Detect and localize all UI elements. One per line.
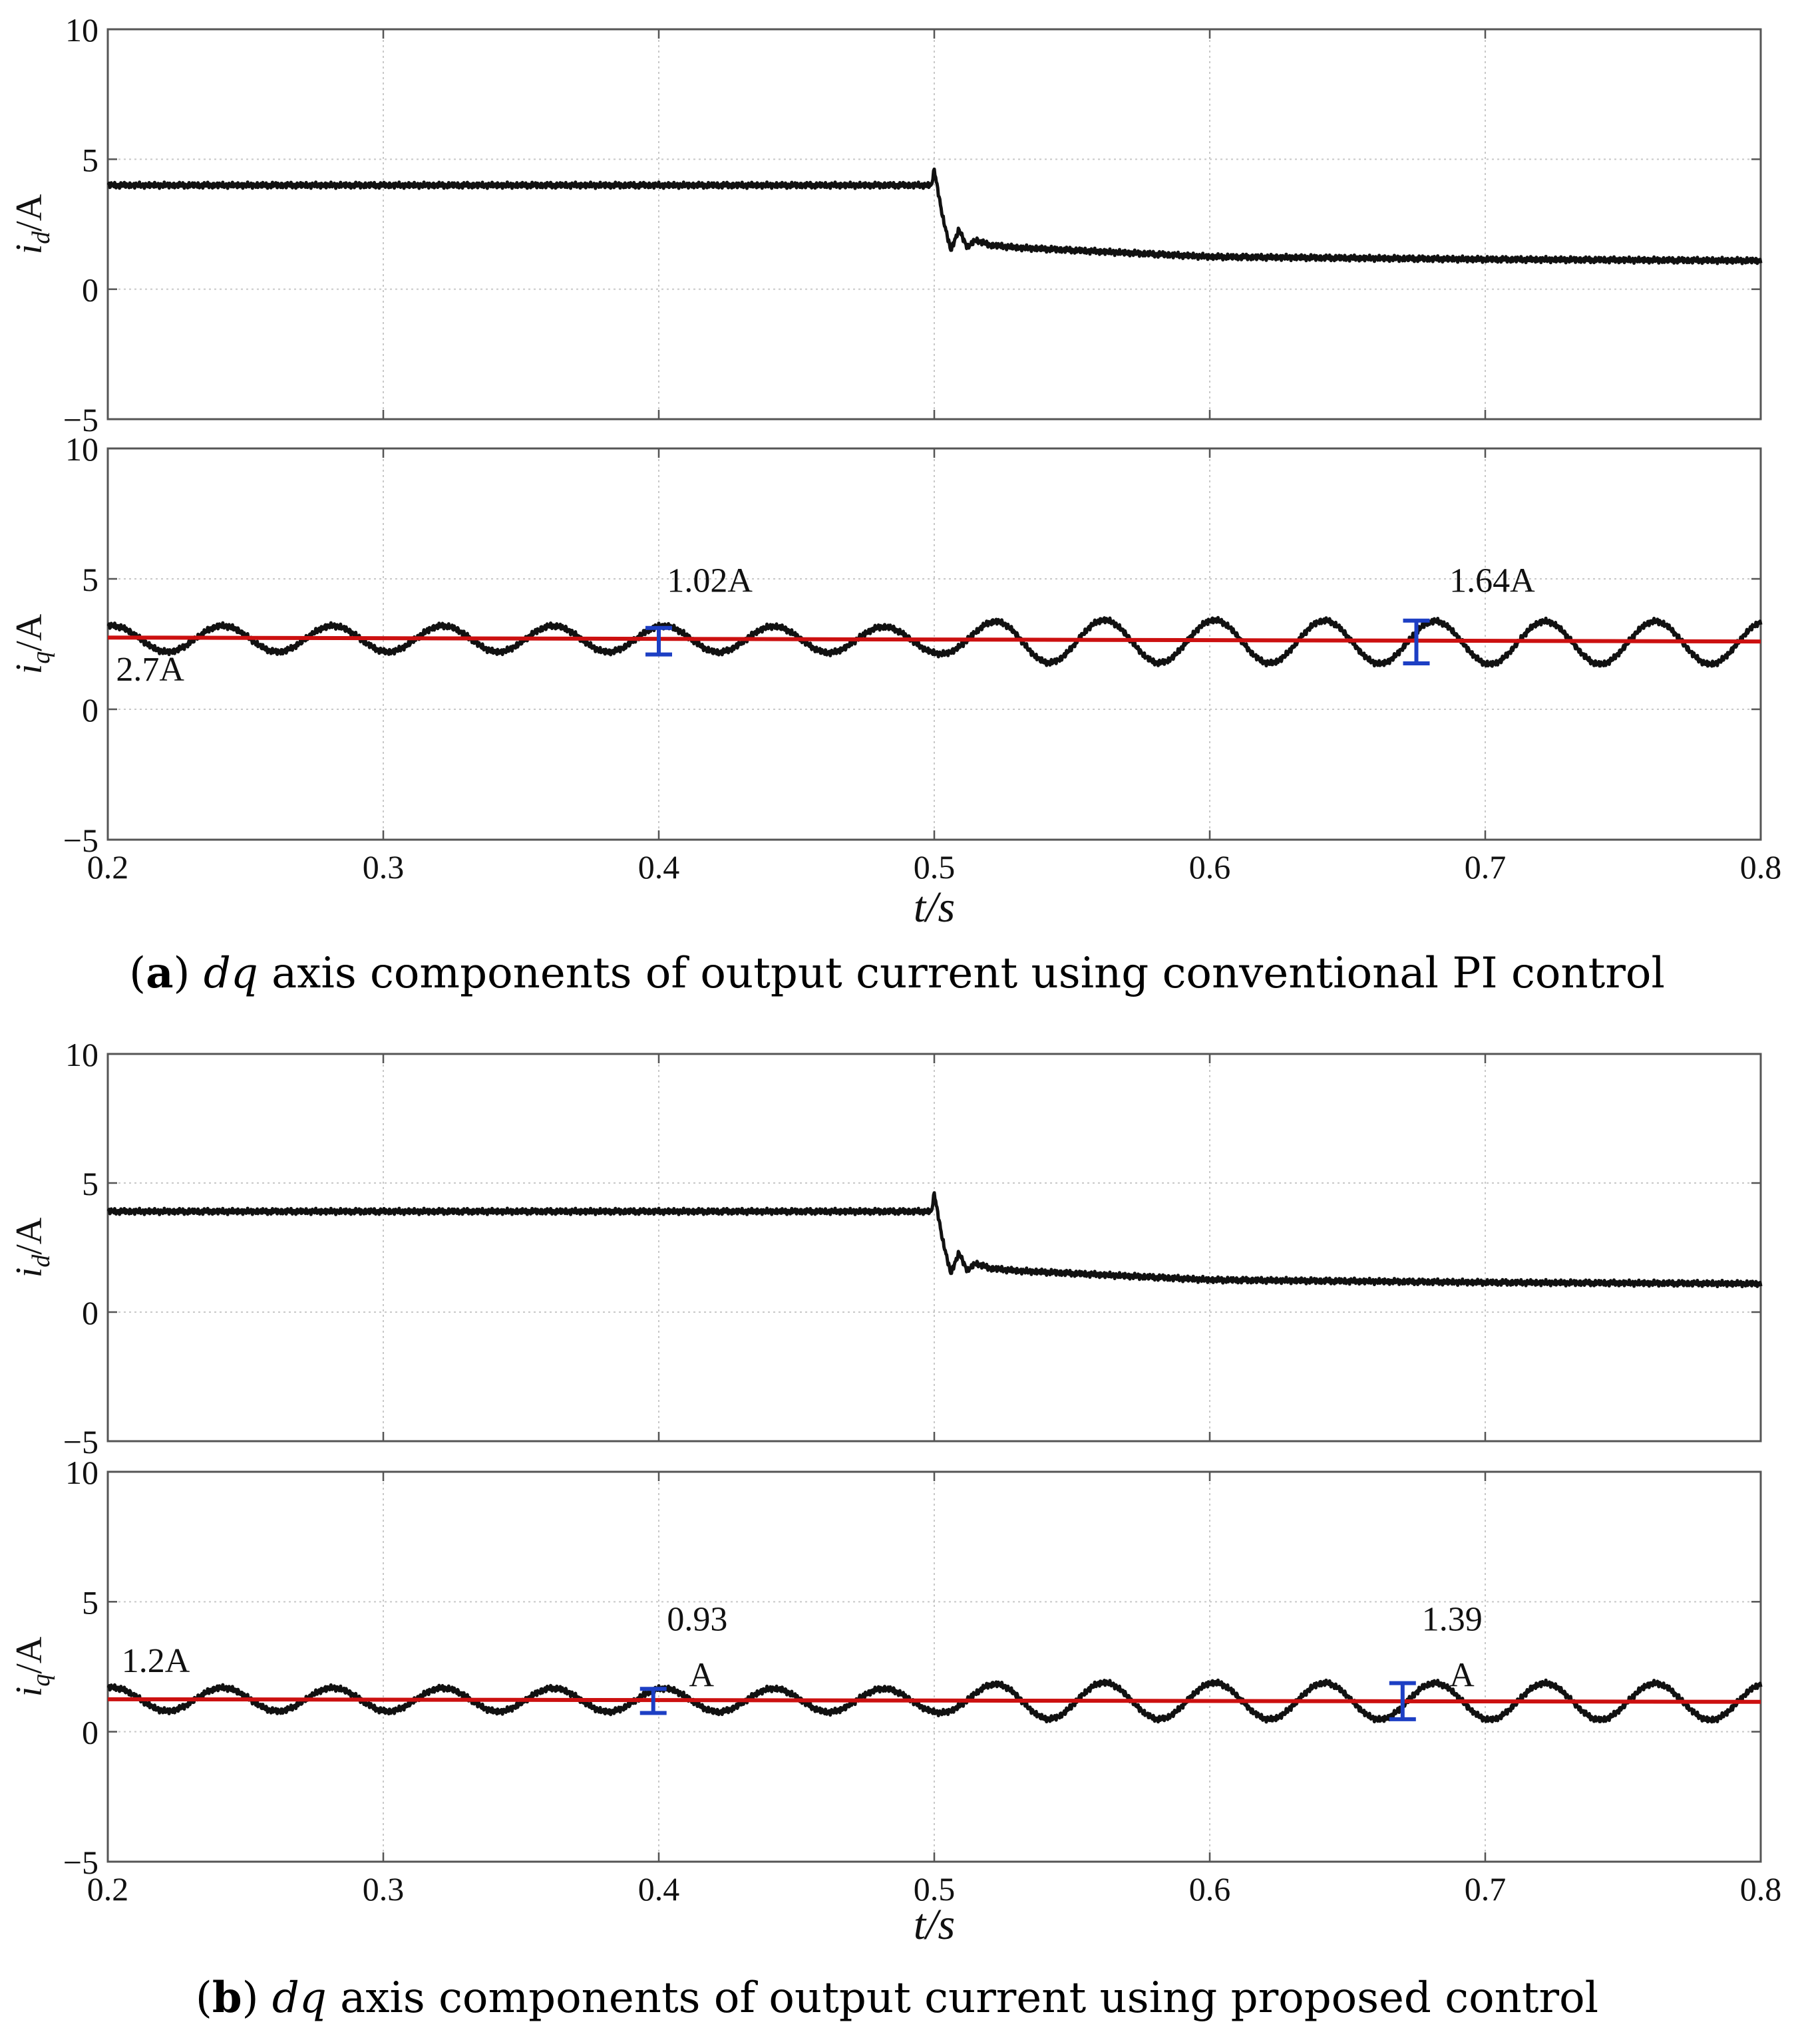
x-axis-label: t/s: [914, 1900, 955, 1949]
x-tick-label: 0.4: [638, 848, 680, 886]
y-tick-label: 5: [82, 1584, 98, 1621]
caption-b-open: (: [195, 1973, 212, 2023]
chart-a-id: −5 0 5 10 id/A: [9, 11, 1763, 438]
series-line-id: [106, 167, 1763, 265]
x-tick-label: 0.8: [1740, 848, 1782, 886]
y-tick-label: 10: [65, 1036, 98, 1073]
y-tick-label: −5: [63, 401, 98, 438]
chart-a-iq: −5 0 5 10 0.2 0.3 0.4 0.5 0.6 0.7 0.8 t/s iq/A 1.02A 1…: [9, 430, 1781, 932]
caption-a-dq: dq: [203, 949, 258, 998]
y-tick-label: 10: [65, 11, 98, 49]
x-tick-label: 0.8: [1740, 1870, 1782, 1908]
x-tick-label: 0.6: [1189, 848, 1231, 886]
series-line-mean: [107, 1697, 1761, 1704]
annotation-label: 2.7A: [116, 651, 184, 689]
y-axis-label-sub: d: [27, 231, 55, 244]
series-line-iq: [106, 615, 1763, 668]
y-tick-label: 0: [82, 1714, 98, 1751]
x-tick-label: 0.2: [87, 848, 129, 886]
annotation-label: 1.39: [1422, 1600, 1483, 1638]
annotation-label-unit: A: [689, 1656, 715, 1694]
caption-b: (b) dq axis components of output current…: [0, 1973, 1794, 2023]
y-axis-label-sub: q: [27, 651, 55, 664]
y-axis-label: iq/A: [9, 1636, 55, 1697]
y-tick-label: −5: [63, 1423, 98, 1460]
y-axis-label-sub: d: [27, 1254, 55, 1268]
y-axis-label-unit: /A: [9, 1217, 50, 1255]
caption-b-dq: dq: [271, 1973, 327, 2023]
x-axis-label: t/s: [914, 883, 955, 932]
caption-a-close: ): [173, 949, 190, 998]
caption-b-close: ): [242, 1973, 259, 2023]
y-axis-label-unit: /A: [9, 613, 50, 651]
y-tick-label: 10: [65, 1454, 98, 1491]
x-tick-label: 0.5: [914, 848, 956, 886]
chart-b-iq: −5 0 5 10 0.2 0.3 0.4 0.5 0.6 0.7 0.8 t/s iq/A 0.93 A 1…: [9, 1454, 1781, 1949]
x-tick-label: 0.3: [363, 848, 405, 886]
y-axis-label-sub: q: [27, 1674, 55, 1687]
annotation-label: 1.64A: [1449, 562, 1535, 600]
y-tick-label: 5: [82, 141, 98, 178]
caption-a-open: (: [129, 949, 146, 998]
caption-a-text: axis components of output current using …: [258, 949, 1665, 998]
annotation-label: 1.2A: [122, 1642, 190, 1680]
y-axis-label: id/A: [9, 1217, 55, 1278]
caption-b-letter: b: [212, 1973, 242, 2023]
y-tick-label: 5: [82, 1165, 98, 1202]
y-tick-label: 0: [82, 1294, 98, 1331]
x-tick-label: 0.7: [1465, 1870, 1507, 1908]
annotation-label: 0.93: [667, 1600, 727, 1638]
y-axis-label: iq/A: [9, 613, 55, 674]
chart-b-id: −5 0 5 10 id/A: [9, 1036, 1763, 1460]
caption-a-letter: a: [146, 948, 174, 998]
y-tick-label: −5: [63, 822, 98, 859]
caption-a: (a) dq axis components of output current…: [0, 948, 1794, 998]
y-axis-label-main: i: [9, 664, 50, 675]
series-line-mean: [107, 635, 1761, 644]
y-axis-label-main: i: [9, 244, 50, 255]
y-axis-label: id/A: [9, 194, 55, 254]
series-line-id: [106, 1191, 1763, 1289]
x-tick-label: 0.5: [914, 1870, 956, 1908]
x-tick-label: 0.6: [1189, 1870, 1231, 1908]
y-tick-label: −5: [63, 1844, 98, 1881]
y-axis-label-main: i: [9, 1268, 50, 1278]
y-tick-label: 0: [82, 691, 98, 729]
x-tick-label: 0.3: [363, 1870, 405, 1908]
y-tick-label: 10: [65, 430, 98, 468]
series-line-iq: [106, 1678, 1763, 1724]
x-tick-label: 0.2: [87, 1870, 129, 1908]
annotation-label-unit: A: [1449, 1656, 1475, 1694]
y-tick-label: 5: [82, 561, 98, 598]
y-axis-label-main: i: [9, 1687, 50, 1697]
y-axis-label-unit: /A: [9, 194, 50, 232]
annotation-label: 1.02A: [667, 562, 753, 600]
x-tick-label: 0.7: [1465, 848, 1507, 886]
y-tick-label: 0: [82, 271, 98, 309]
caption-b-text: axis components of output current using …: [326, 1973, 1599, 2023]
x-tick-label: 0.4: [638, 1870, 680, 1908]
y-axis-label-unit: /A: [9, 1636, 50, 1674]
